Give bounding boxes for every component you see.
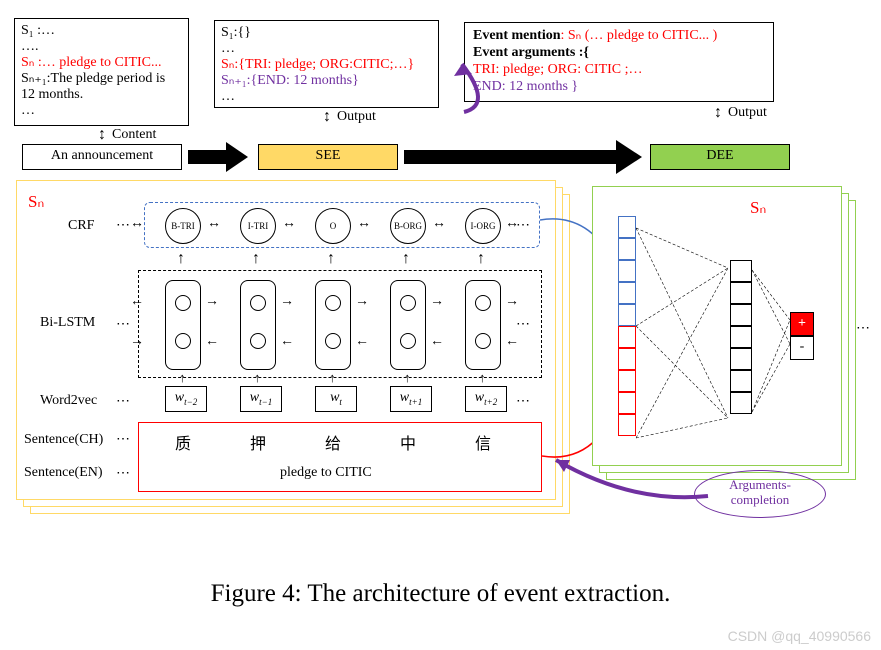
dee-l1b: : Sₙ (561, 28, 582, 43)
input-box: S₁ :…….Sₙ :… pledge to CITIC...Sₙ₊₁:The … (14, 18, 189, 126)
up-arrow: ↑ (404, 370, 411, 386)
crf-link: ↔ (207, 216, 221, 232)
bilstm-arrow-l: ← (280, 334, 294, 350)
bilstm-cell (390, 280, 426, 370)
content-label: Content (112, 127, 156, 143)
up-arrow: ↑ (479, 370, 486, 386)
crf-node: I-TRI (240, 208, 276, 244)
vec-cell (618, 304, 636, 326)
vec-cell (618, 216, 636, 238)
argcomp-ellipse: Arguments- completion (694, 470, 826, 518)
output-label-1: Output (337, 109, 376, 125)
ch-dots-l: ⋯ (116, 431, 130, 448)
w2v-token: wt+1 (390, 386, 432, 412)
bilstm-arrow-r: → (205, 294, 219, 310)
crf-node: O (315, 208, 351, 244)
w2v-dots-r: ⋯ (516, 393, 530, 410)
w2v-dots-l: ⋯ (116, 393, 130, 410)
en-sentence: pledge to CITIC (280, 465, 372, 481)
crf-link: ↔ (432, 216, 446, 232)
figure-caption: Figure 4: The architecture of event extr… (0, 580, 881, 608)
see-text: SEE (316, 148, 341, 163)
content-arrow: ↕ (98, 126, 106, 144)
up-arrow: ↑ (477, 250, 485, 268)
bilstm-cell (165, 280, 201, 370)
dense-lines-2 (752, 262, 796, 422)
crf-node: B-ORG (390, 208, 426, 244)
w2v-token: wt−1 (240, 386, 282, 412)
up-arrow: ↑ (254, 370, 261, 386)
ch-token: 给 (325, 430, 341, 454)
output-arrow-1: ↕ (323, 108, 331, 126)
bilstm-arrow-r: → (355, 294, 369, 310)
pipeline-arrow-1 (188, 140, 250, 174)
w2v-token: wt (315, 386, 357, 412)
w2v-token: wt+2 (465, 386, 507, 412)
bilstm-arrow-l: ← (430, 334, 444, 350)
crf-node: B-TRI (165, 208, 201, 244)
sentch-label: Sentence(CH) (24, 432, 103, 448)
dee-l1a: Event mention (473, 28, 561, 43)
up-arrow: ↑ (177, 250, 185, 268)
dee-output-box: Event mention: Sₙ (… pledge to CITIC... … (464, 22, 774, 102)
ch-token: 信 (475, 430, 491, 454)
curve-see-dee (398, 60, 498, 116)
sn-label-left: Sₙ (28, 192, 44, 212)
crf-label: CRF (68, 218, 94, 234)
announcement-text: An announcement (51, 148, 153, 163)
dee-l3: TRI: pledge; ORG: CITIC ;… (473, 61, 765, 78)
up-arrow: ↑ (252, 250, 260, 268)
en-dots-l: ⋯ (116, 465, 130, 482)
bilstm-arrow-r: → (430, 294, 444, 310)
minus-text: - (800, 339, 805, 354)
argcomp-text: Arguments- completion (729, 477, 791, 507)
crf-dots-l: ⋯ (116, 217, 130, 234)
senten-label: Sentence(EN) (24, 465, 103, 481)
up-arrow: ↑ (402, 250, 410, 268)
up-arrow: ↑ (179, 370, 186, 386)
bilstm-label: Bi-LSTM (40, 315, 95, 331)
vec-cell (618, 392, 636, 414)
vec-cell (618, 348, 636, 370)
pipeline-arrow-2 (404, 138, 644, 176)
dee-box: DEE (650, 144, 790, 170)
up-arrow: ↑ (327, 250, 335, 268)
bilstm-dots-l: ⋯ (116, 316, 130, 333)
vec-cell (618, 282, 636, 304)
crf-link: ↔ (357, 216, 371, 232)
watermark: CSDN @qq_40990566 (728, 628, 871, 644)
dee-l2: Event arguments :{ (473, 45, 589, 60)
announcement-box: An announcement (22, 144, 182, 170)
vec-cell (618, 414, 636, 436)
vec-cell (618, 260, 636, 282)
bilstm-cell (315, 280, 351, 370)
w2v-label: Word2vec (40, 393, 97, 409)
dee-l1c: (… pledge to CITIC... ) (585, 28, 718, 43)
vec-cell (618, 326, 636, 348)
bilstm-arrow-l: ← (355, 334, 369, 350)
dee-dots-r: ⋯ (856, 320, 870, 337)
dense-lines (636, 218, 736, 448)
dee-text: DEE (706, 148, 733, 163)
bilstm-arrow-r: → (280, 294, 294, 310)
sn-label-right: Sₙ (750, 198, 766, 218)
crf-link: ↔ (282, 216, 296, 232)
dee-l4: END: 12 months } (473, 78, 765, 95)
bilstm-cell (465, 280, 501, 370)
bilstm-cell (240, 280, 276, 370)
ch-token: 质 (175, 430, 191, 454)
output-label-2: Output (728, 105, 767, 121)
vec-cell (618, 238, 636, 260)
crf-node: I-ORG (465, 208, 501, 244)
output-arrow-2: ↕ (714, 104, 722, 122)
w2v-token: wt−2 (165, 386, 207, 412)
up-arrow: ↑ (329, 370, 336, 386)
plus-text: + (798, 316, 806, 331)
bilstm-arrow-l: ← (205, 334, 219, 350)
ch-token: 押 (250, 430, 266, 454)
vec-cell (618, 370, 636, 392)
ch-token: 中 (400, 430, 416, 454)
see-box: SEE (258, 144, 398, 170)
